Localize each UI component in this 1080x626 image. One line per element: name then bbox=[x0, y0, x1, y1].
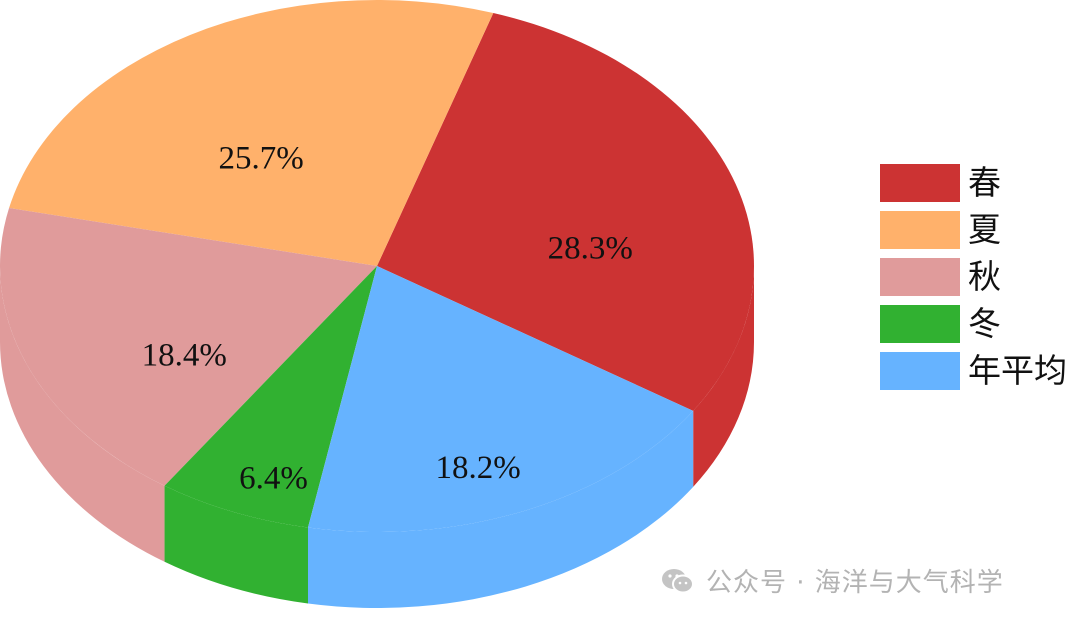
legend-label-spring: 春 bbox=[968, 163, 1001, 202]
legend-item-summer: 夏 bbox=[880, 206, 1067, 253]
legend-swatch-summer bbox=[880, 210, 960, 249]
legend-label-summer: 夏 bbox=[968, 210, 1001, 249]
legend-label-winter: 冬 bbox=[968, 304, 1001, 343]
legend-swatch-autumn bbox=[880, 257, 960, 296]
watermark-text: 公众号 · 海洋与大气科学 bbox=[706, 568, 1004, 598]
wechat-icon bbox=[662, 568, 694, 593]
watermark: 公众号 · 海洋与大气科学 bbox=[660, 562, 1004, 599]
pie-slice-autumn bbox=[0, 208, 377, 486]
pie-labels: 28.3% 25.7% 18.4% 6.4% 18.2% bbox=[142, 140, 633, 496]
pie-wall-winter bbox=[164, 485, 308, 604]
pie-label-winter: 6.4% bbox=[239, 461, 308, 497]
pie-wall-autumn bbox=[0, 266, 165, 562]
pie-label-summer: 25.7% bbox=[218, 140, 303, 176]
pie-label-spring: 28.3% bbox=[548, 230, 633, 266]
pie-label-annual: 18.2% bbox=[435, 450, 520, 486]
legend-item-spring: 春 bbox=[880, 159, 1067, 206]
pie-slice-spring bbox=[377, 12, 754, 411]
legend: 春 夏 秋 冬 年平均 bbox=[880, 159, 1067, 394]
legend-swatch-annual bbox=[880, 351, 960, 390]
pie-slice-winter bbox=[164, 266, 377, 528]
pie-label-autumn: 18.4% bbox=[142, 337, 227, 373]
legend-item-annual: 年平均 bbox=[880, 347, 1067, 394]
pie-wall-spring bbox=[693, 266, 754, 487]
pie-wall-annual bbox=[307, 410, 694, 608]
legend-label-autumn: 秋 bbox=[968, 257, 1001, 296]
legend-label-annual: 年平均 bbox=[968, 351, 1067, 390]
legend-item-autumn: 秋 bbox=[880, 253, 1067, 300]
legend-swatch-winter bbox=[880, 304, 960, 343]
pie-slice-summer bbox=[9, 0, 494, 266]
pie-slices bbox=[0, 0, 754, 608]
pie-slice-annual bbox=[307, 266, 694, 532]
legend-swatch-spring bbox=[880, 163, 960, 202]
legend-item-winter: 冬 bbox=[880, 300, 1067, 347]
